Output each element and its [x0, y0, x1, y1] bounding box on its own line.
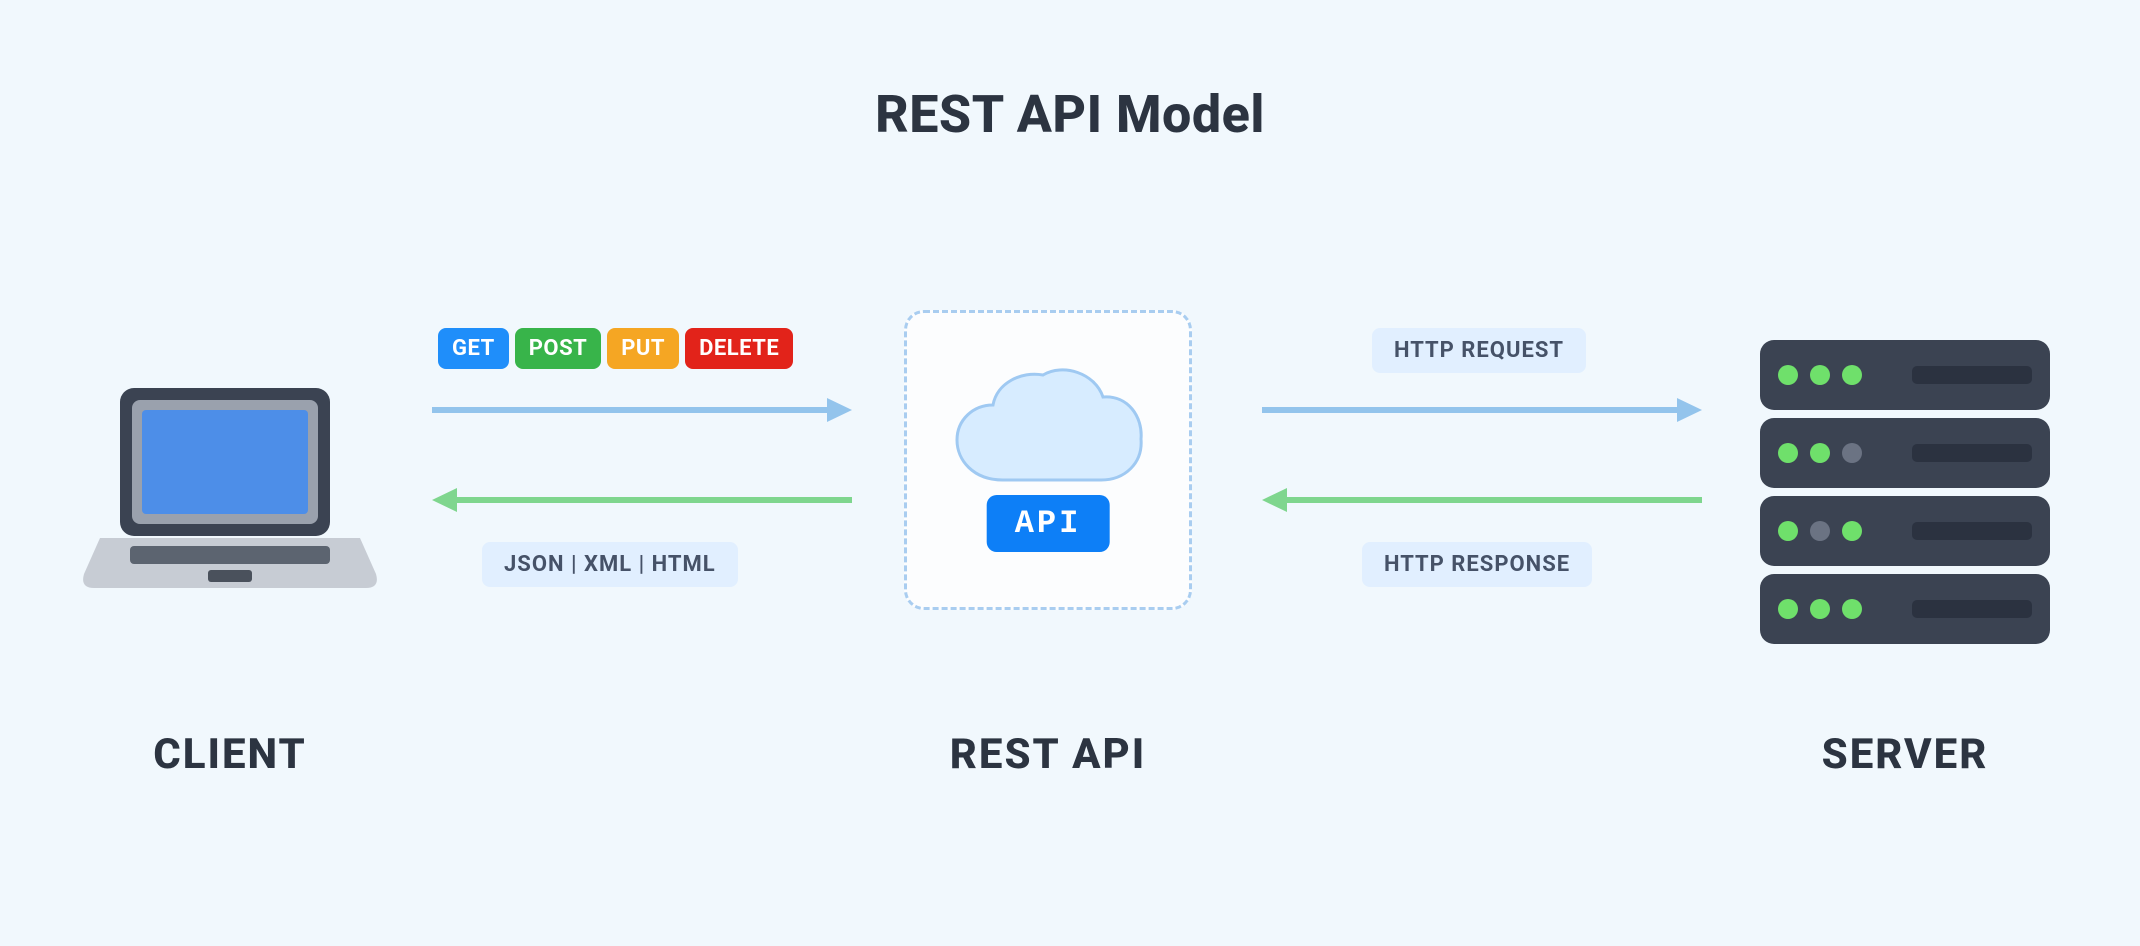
server-unit: [1760, 496, 2050, 566]
server-unit: [1760, 340, 2050, 410]
server-unit: [1760, 418, 2050, 488]
method-post: POST: [515, 328, 602, 369]
client-api-flow: GET POST PUT DELETE JSON | XML | HTML: [432, 350, 852, 570]
method-put: PUT: [607, 328, 679, 369]
api-box: API: [904, 310, 1192, 610]
request-arrow-icon: [1262, 390, 1702, 430]
http-response-tag: HTTP RESPONSE: [1362, 542, 1592, 587]
request-arrow-icon: [432, 390, 852, 430]
server-unit: [1760, 574, 2050, 644]
client-icon: [80, 378, 380, 618]
method-delete: DELETE: [685, 328, 793, 369]
response-arrow-icon: [432, 480, 852, 520]
method-get: GET: [438, 328, 509, 369]
diagram-title: REST API Model: [0, 84, 2140, 145]
client-label: CLIENT: [80, 730, 380, 779]
http-request-tag: HTTP REQUEST: [1372, 328, 1586, 373]
response-formats-tag: JSON | XML | HTML: [482, 542, 738, 587]
api-label: REST API: [890, 730, 1206, 779]
http-methods: GET POST PUT DELETE: [438, 328, 793, 369]
response-arrow-icon: [1262, 480, 1702, 520]
api-server-flow: HTTP REQUEST HTTP RESPONSE: [1262, 350, 1702, 570]
server-icon: [1760, 340, 2050, 652]
server-label: SERVER: [1760, 730, 2050, 779]
api-badge: API: [987, 495, 1110, 552]
